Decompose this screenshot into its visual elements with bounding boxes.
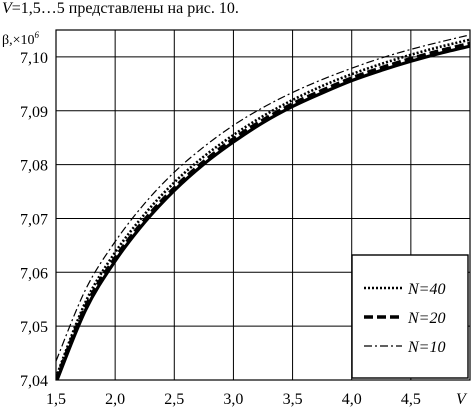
series-line-n-10 — [56, 34, 470, 362]
y-tick-label: 7,04 — [20, 373, 48, 390]
y-tick-label: 7,07 — [20, 211, 48, 228]
y-tick-label: 7,09 — [20, 104, 48, 121]
legend-label: N=20 — [407, 310, 445, 327]
caption-variable: V — [2, 0, 12, 17]
x-tick-label: 3,0 — [223, 391, 243, 408]
y-tick-label: 7,05 — [20, 319, 48, 336]
figure-caption: V=1,5…5 представлены на рис. 10. — [2, 0, 239, 18]
tick-labels: 1,5 2,0 2,5 3,0 3,5 4,0 4,5 7,04 7,05 7,06 7,07 7,0… — [20, 50, 421, 408]
y-axis-label: β,×106 — [2, 30, 40, 48]
series-line-n-40 — [56, 38, 470, 378]
x-tick-label: 3,5 — [283, 391, 303, 408]
legend-label: N=40 — [407, 281, 445, 298]
plot-frame — [55, 29, 471, 381]
x-axis-label: V — [456, 391, 468, 408]
x-tick-label: 1,5 — [46, 391, 66, 408]
y-tick-label: 7,08 — [20, 158, 48, 175]
x-tick-label: 2,5 — [164, 391, 184, 408]
legend: N=40 N=20 N=10 — [351, 254, 469, 379]
legend-label: N=10 — [407, 339, 445, 356]
x-tick-label: 4,5 — [401, 391, 421, 408]
y-tick-label: 7,06 — [20, 265, 48, 282]
legend-box — [351, 254, 469, 379]
x-tick-label: 2,0 — [105, 391, 125, 408]
series-line-n-20 — [56, 41, 470, 380]
caption-text: =1,5…5 представлены на рис. 10. — [11, 0, 239, 17]
y-tick-label: 7,10 — [20, 50, 48, 67]
x-tick-label: 4,0 — [342, 391, 362, 408]
series-group — [56, 34, 470, 380]
series-line-unlabeled — [56, 44, 470, 380]
grid-lines — [56, 30, 470, 380]
